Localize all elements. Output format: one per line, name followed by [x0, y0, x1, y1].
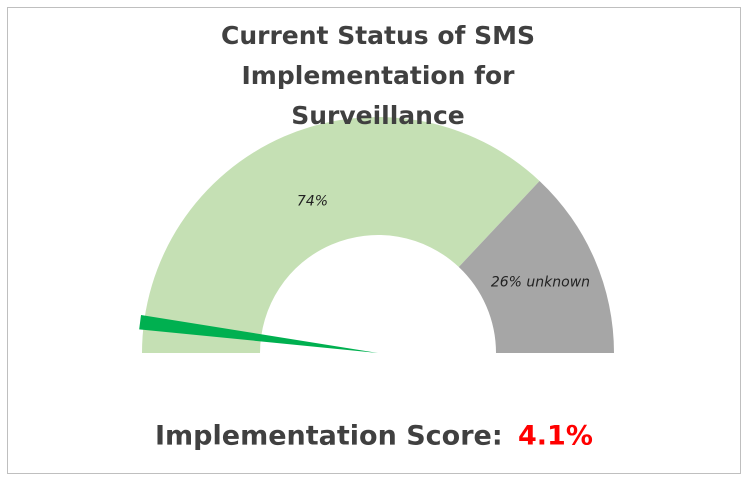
chart-border	[7, 7, 741, 474]
data-label: 26% unknown	[491, 275, 590, 291]
needle	[139, 315, 378, 353]
gauge-segment	[142, 116, 540, 353]
gauge-segment	[458, 180, 614, 353]
score-value: 4.1%	[518, 421, 593, 452]
chart-title: Current Status of SMS Implementation for…	[220, 21, 535, 130]
score-label: Implementation Score:	[155, 421, 503, 452]
data-label: 74%	[297, 194, 328, 210]
